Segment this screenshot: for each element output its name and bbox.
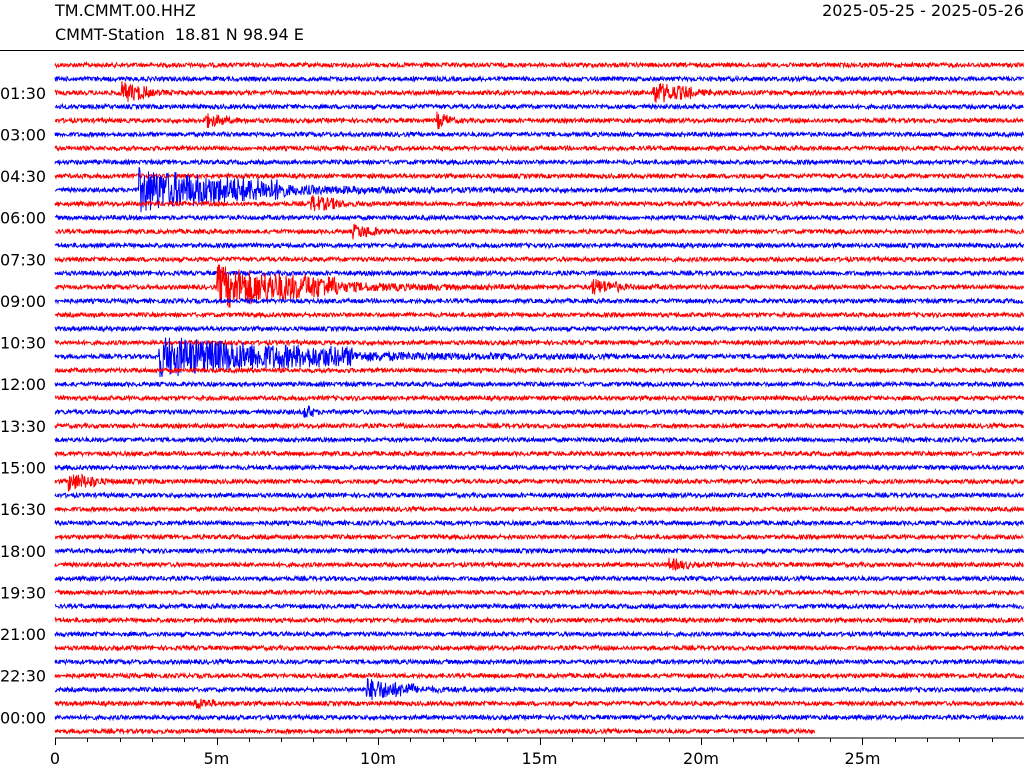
trace-row-45 (54, 677, 1024, 701)
trace-row-36 (54, 557, 1024, 572)
trace-row-11 (54, 213, 1024, 222)
x-tick-label: 0 (50, 749, 60, 768)
trace-row-34 (54, 532, 1024, 541)
y-tick-label: 19:30 (0, 583, 46, 602)
y-tick-label: 15:00 (0, 459, 46, 478)
trace-row-19 (54, 324, 1024, 333)
trace-row-15 (54, 269, 1024, 278)
y-tick-label: 06:00 (0, 209, 46, 228)
trace-row-42 (54, 643, 1024, 653)
trace-row-23 (54, 380, 1024, 389)
header-divider (0, 50, 1024, 51)
trace-row-29 (54, 463, 1024, 472)
trace-group (54, 60, 1024, 736)
trace-row-10 (54, 194, 1024, 212)
x-tick-label: 20m (683, 749, 719, 768)
y-tick-label: 12:00 (0, 375, 46, 394)
x-tick-label: 25m (845, 749, 881, 768)
trace-row-2 (54, 81, 1024, 103)
y-tick-label: 04:30 (0, 167, 46, 186)
trace-row-0 (54, 60, 1024, 69)
trace-row-30 (54, 472, 1024, 492)
y-tick-label: 16:30 (0, 500, 46, 519)
trace-row-5 (54, 130, 1024, 139)
trace-row-6 (54, 144, 1024, 153)
x-axis: 0 5m 10m 15m 20m 25m (50, 737, 1024, 768)
trace-row-31 (54, 491, 1024, 500)
x-tick-label: 15m (522, 749, 558, 768)
y-tick-labels: 01:30 03:00 04:30 06:00 07:30 09:00 10:30 12:00… (0, 84, 46, 728)
trace-row-25 (54, 405, 1024, 418)
trace-row-28 (54, 449, 1024, 458)
trace-row-47 (54, 713, 1024, 722)
trace-row-43 (54, 657, 1024, 666)
trace-row-8 (54, 172, 1024, 181)
trace-row-4 (54, 111, 1024, 130)
x-tick-label: 10m (360, 749, 396, 768)
trace-row-16 (54, 264, 1024, 308)
y-tick-label: 18:00 (0, 542, 46, 561)
trace-row-12 (54, 223, 1024, 240)
trace-row-1 (54, 74, 1024, 83)
trace-row-27 (54, 435, 1024, 444)
y-tick-label: 22:30 (0, 667, 46, 686)
trace-row-9 (54, 167, 1024, 213)
trace-row-44 (54, 671, 1024, 680)
y-tick-label: 07:30 (0, 250, 46, 269)
y-tick-label: 13:30 (0, 417, 46, 436)
trace-row-26 (54, 421, 1024, 430)
trace-row-17 (54, 296, 1024, 306)
trace-row-37 (54, 574, 1024, 583)
date-range: 2025-05-25 - 2025-05-26 (822, 1, 1024, 20)
trace-row-21 (54, 337, 1024, 378)
y-tick-label: 09:00 (0, 292, 46, 311)
trace-row-48 (54, 727, 815, 736)
y-tick-label: 21:00 (0, 625, 46, 644)
trace-row-24 (54, 394, 1024, 403)
y-tick-label: 03:00 (0, 125, 46, 144)
y-tick-label: 01:30 (0, 84, 46, 103)
trace-row-46 (54, 698, 1024, 711)
trace-row-33 (54, 518, 1024, 528)
station-description: CMMT-Station 18.81 N 98.94 E (55, 25, 304, 44)
station-id: TM.CMMT.00.HHZ (55, 1, 196, 20)
trace-row-18 (54, 310, 1024, 319)
trace-row-22 (54, 366, 1024, 375)
trace-row-32 (54, 505, 1024, 514)
trace-row-14 (54, 255, 1024, 264)
trace-row-40 (54, 616, 1024, 625)
x-tick-label: 5m (204, 749, 230, 768)
y-tick-label: 10:30 (0, 334, 46, 353)
trace-row-41 (54, 630, 1024, 639)
y-tick-label: 00:00 (0, 708, 46, 727)
trace-row-13 (54, 241, 1024, 250)
trace-row-38 (54, 588, 1024, 597)
trace-row-39 (54, 602, 1024, 611)
trace-row-35 (54, 546, 1024, 555)
trace-row-7 (54, 158, 1024, 167)
trace-row-3 (54, 102, 1024, 111)
